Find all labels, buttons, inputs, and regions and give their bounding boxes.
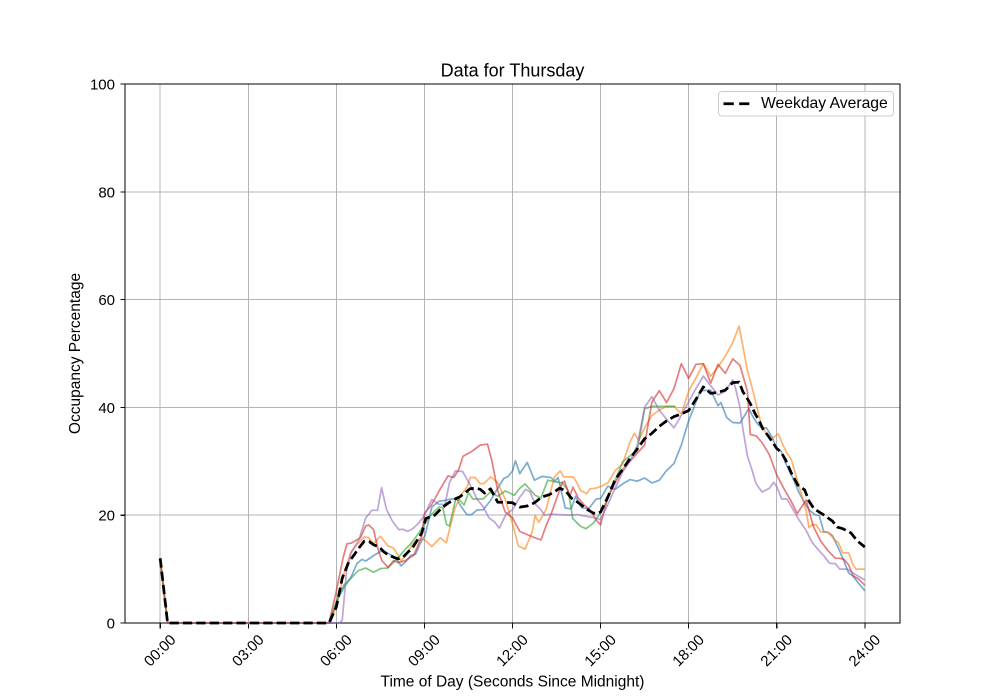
svg-text:80: 80 — [98, 184, 115, 201]
svg-text:40: 40 — [98, 400, 115, 417]
svg-text:0: 0 — [107, 616, 115, 633]
svg-text:100: 100 — [90, 77, 115, 94]
svg-text:60: 60 — [98, 292, 115, 309]
svg-text:Data for Thursday: Data for Thursday — [441, 61, 585, 81]
svg-text:Time of Day (Seconds Since Mid: Time of Day (Seconds Since Midnight) — [381, 673, 645, 690]
svg-text:Weekday Average: Weekday Average — [761, 95, 888, 112]
svg-text:20: 20 — [98, 508, 115, 525]
svg-text:Occupancy Percentage: Occupancy Percentage — [67, 273, 84, 434]
